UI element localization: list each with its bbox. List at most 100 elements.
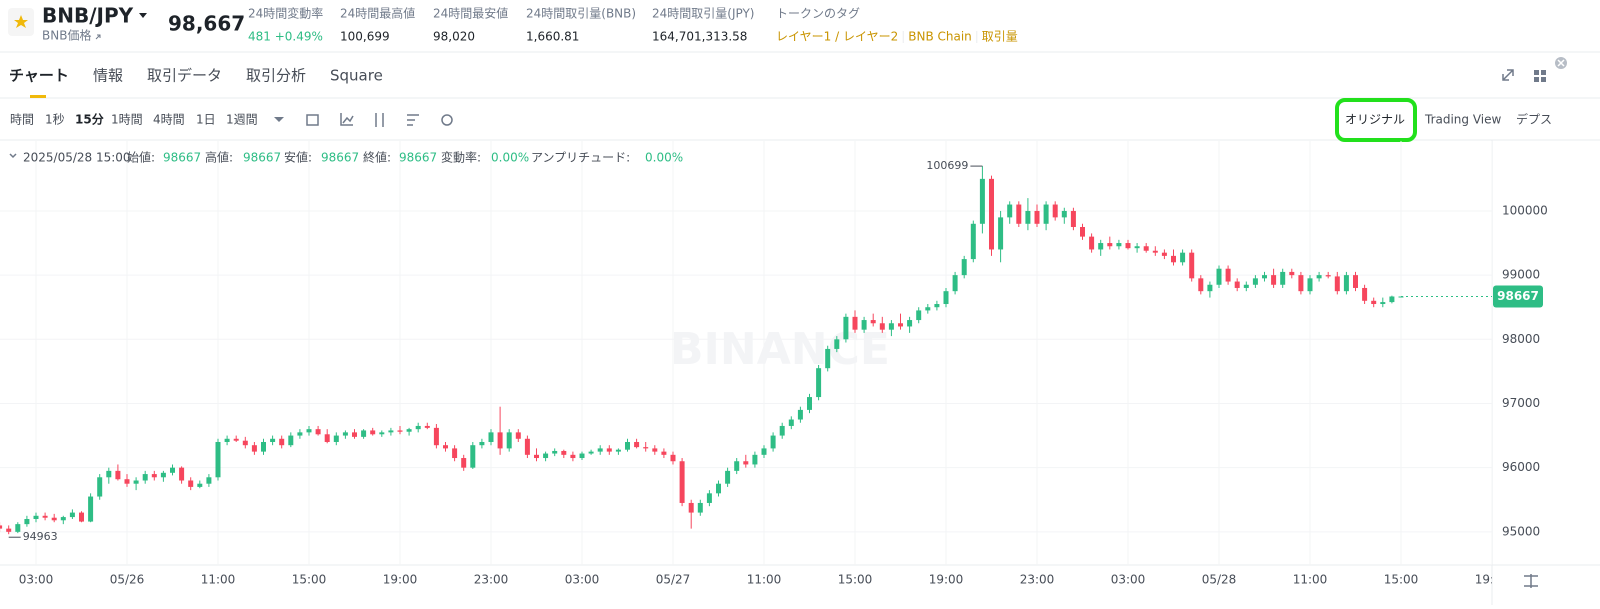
- candle-body: [215, 441, 221, 478]
- candle-body: [479, 441, 485, 446]
- candle-body: [688, 502, 694, 513]
- star-icon: [14, 15, 28, 28]
- info-label: 終値:: [363, 150, 391, 165]
- candle-body: [1016, 204, 1022, 224]
- x-tick-label: 19:00: [929, 573, 964, 587]
- tab[interactable]: 情報: [93, 67, 123, 85]
- candle-body: [261, 441, 266, 452]
- candle-body: [288, 435, 294, 446]
- highlight-box: [1335, 98, 1417, 142]
- info-value: 98667: [321, 151, 359, 165]
- candle-body: [370, 430, 376, 435]
- collapse-icon[interactable]: [9, 153, 17, 159]
- candle-body: [943, 291, 949, 305]
- stat-value: 481 +0.49%: [248, 30, 323, 44]
- interval[interactable]: 1日: [196, 113, 216, 127]
- x-tick-label: 23:00: [1020, 573, 1055, 587]
- layout-icon[interactable]: [1534, 70, 1546, 82]
- candle-body: [1080, 226, 1085, 237]
- subtitle[interactable]: BNB価格: [42, 28, 91, 43]
- indicator-icon[interactable]: [340, 113, 354, 126]
- interval[interactable]: 4時間: [153, 113, 185, 127]
- candle-body: [379, 432, 385, 435]
- candle-body: [998, 217, 1004, 250]
- x-tick-label: 03:00: [565, 573, 600, 587]
- interval[interactable]: 1秒: [45, 113, 65, 127]
- candle-body: [1252, 278, 1258, 285]
- candle-body: [188, 480, 194, 487]
- candle-body: [916, 310, 922, 321]
- settings-icon[interactable]: [441, 114, 453, 126]
- candle-body: [734, 461, 740, 471]
- x-tick-label: 11:00: [747, 573, 782, 587]
- candle-body: [251, 445, 257, 452]
- tag[interactable]: レイヤー1 / レイヤー2: [776, 30, 898, 44]
- candle-body: [970, 223, 976, 260]
- interval[interactable]: 1週間: [226, 113, 258, 127]
- view-option[interactable]: デプス: [1516, 112, 1552, 127]
- link-icon: [95, 34, 101, 40]
- candle-body: [1043, 204, 1049, 224]
- tab[interactable]: チャート: [9, 67, 69, 85]
- candle-body: [497, 432, 503, 449]
- candle-body: [51, 517, 57, 521]
- tags-label: トークンのタグ: [776, 7, 860, 21]
- candle-body: [907, 320, 913, 327]
- info-label: 安値:: [284, 150, 312, 165]
- min-label: 94963: [23, 530, 58, 543]
- candle-body: [1098, 243, 1104, 250]
- x-tick-label: 15:00: [292, 573, 327, 587]
- candle-body: [333, 435, 339, 442]
- candle-body: [115, 470, 121, 480]
- view-option[interactable]: オリジナル: [1345, 113, 1405, 127]
- candle-body: [433, 427, 439, 446]
- interval[interactable]: 1時間: [111, 113, 143, 127]
- tab[interactable]: 取引データ: [147, 67, 222, 85]
- candle-body: [1343, 275, 1349, 292]
- candle-type-icon[interactable]: [375, 113, 384, 127]
- candle-body: [661, 451, 667, 455]
- info-label: 高値:: [205, 150, 233, 165]
- price: 98,667: [168, 12, 245, 36]
- candle-body: [534, 454, 539, 459]
- candle-body: [1134, 246, 1140, 249]
- candle-body: [1152, 250, 1158, 253]
- template-icon[interactable]: [407, 114, 419, 126]
- candle-body: [652, 448, 658, 452]
- candle-body: [1107, 243, 1113, 247]
- symbol[interactable]: BNB/JPY: [42, 4, 134, 28]
- tag[interactable]: 取引量: [982, 30, 1018, 44]
- toolbar-icons: [9, 69, 1538, 588]
- candle-body: [424, 425, 430, 428]
- candle-body: [488, 432, 494, 442]
- candle-body: [725, 470, 731, 484]
- candle-body: [461, 458, 467, 468]
- candle-body: [297, 432, 303, 436]
- scale-icon[interactable]: [1524, 574, 1538, 588]
- calendar-icon[interactable]: [306, 114, 319, 126]
- candle-body: [15, 524, 21, 532]
- view-option[interactable]: Trading View: [1424, 113, 1502, 127]
- candle-body: [6, 528, 12, 532]
- stat-label: 24時間最安値: [433, 6, 508, 21]
- info-label: 変動率:: [441, 150, 481, 165]
- tab[interactable]: 取引分析: [246, 67, 306, 85]
- tab[interactable]: Square: [330, 67, 383, 85]
- candle-body: [816, 368, 822, 398]
- candle-body: [42, 515, 48, 518]
- fullscreen-icon[interactable]: [1502, 69, 1514, 81]
- candle-body: [716, 483, 721, 494]
- interval-dropdown[interactable]: [274, 117, 284, 122]
- interval[interactable]: 15分: [75, 112, 104, 127]
- candle-body: [197, 483, 203, 487]
- x-tick-label: 03:00: [1111, 573, 1146, 587]
- tab-indicator: [30, 95, 46, 98]
- tag[interactable]: BNB Chain: [908, 30, 972, 44]
- candle-body: [1325, 275, 1331, 277]
- dropdown-icon[interactable]: [139, 13, 147, 18]
- candle-body: [133, 480, 139, 484]
- candle-body: [1225, 268, 1231, 282]
- candle-body: [60, 517, 66, 521]
- interval[interactable]: 時間: [10, 113, 34, 127]
